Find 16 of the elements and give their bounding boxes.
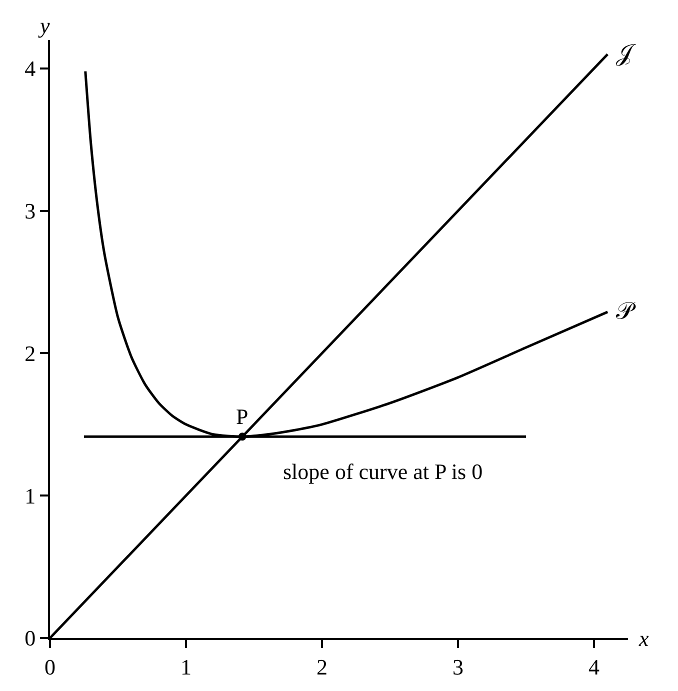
y-tick-label: 4 (24, 56, 36, 82)
annotation: slope of curve at P is 0 (283, 459, 483, 484)
annotation: P (236, 404, 248, 429)
y-axis-title: y (38, 13, 50, 38)
series-label: 𝒥 (616, 41, 637, 67)
x-tick-label: 2 (316, 654, 328, 680)
x-tick-label: 0 (44, 654, 56, 680)
y-tick-label: 2 (24, 340, 36, 366)
y-tick-label: 1 (24, 483, 36, 508)
x-tick-label: 1 (180, 654, 192, 680)
y-tick-label: 3 (24, 198, 36, 224)
series-label: 𝒫 (616, 299, 636, 325)
x-tick-label: 3 (452, 654, 464, 680)
y-tick-label: 0 (24, 626, 36, 651)
x-tick-label: 4 (588, 654, 600, 680)
x-axis-title: x (638, 626, 649, 651)
